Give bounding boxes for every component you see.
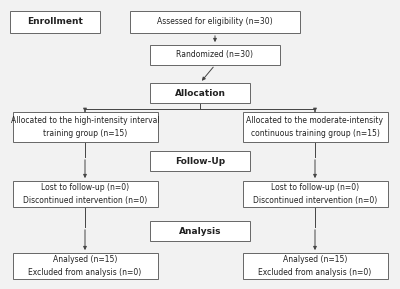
Text: Allocation: Allocation	[174, 88, 226, 97]
FancyBboxPatch shape	[242, 253, 388, 279]
Text: Analysed (n=15)
Excluded from analysis (n=0): Analysed (n=15) Excluded from analysis (…	[28, 255, 142, 277]
FancyBboxPatch shape	[242, 112, 388, 142]
FancyBboxPatch shape	[150, 45, 280, 65]
FancyBboxPatch shape	[130, 11, 300, 33]
Text: Allocated to the moderate-intensity
continuous training group (n=15): Allocated to the moderate-intensity cont…	[246, 116, 384, 138]
Text: Analysis: Analysis	[179, 227, 221, 236]
Text: Enrollment: Enrollment	[27, 18, 83, 27]
FancyBboxPatch shape	[150, 151, 250, 171]
FancyBboxPatch shape	[12, 181, 158, 207]
Text: Allocated to the high-intensity interval
training group (n=15): Allocated to the high-intensity interval…	[11, 116, 159, 138]
FancyBboxPatch shape	[12, 112, 158, 142]
Text: Lost to follow-up (n=0)
Discontinued intervention (n=0): Lost to follow-up (n=0) Discontinued int…	[23, 183, 147, 205]
FancyBboxPatch shape	[242, 181, 388, 207]
FancyBboxPatch shape	[10, 11, 100, 33]
Text: Randomized (n=30): Randomized (n=30)	[176, 51, 254, 60]
Text: Follow-Up: Follow-Up	[175, 157, 225, 166]
Text: Analysed (n=15)
Excluded from analysis (n=0): Analysed (n=15) Excluded from analysis (…	[258, 255, 372, 277]
FancyBboxPatch shape	[150, 221, 250, 241]
FancyBboxPatch shape	[12, 253, 158, 279]
Text: Assessed for eligibility (n=30): Assessed for eligibility (n=30)	[157, 18, 273, 27]
Text: Lost to follow-up (n=0)
Discontinued intervention (n=0): Lost to follow-up (n=0) Discontinued int…	[253, 183, 377, 205]
FancyBboxPatch shape	[150, 83, 250, 103]
